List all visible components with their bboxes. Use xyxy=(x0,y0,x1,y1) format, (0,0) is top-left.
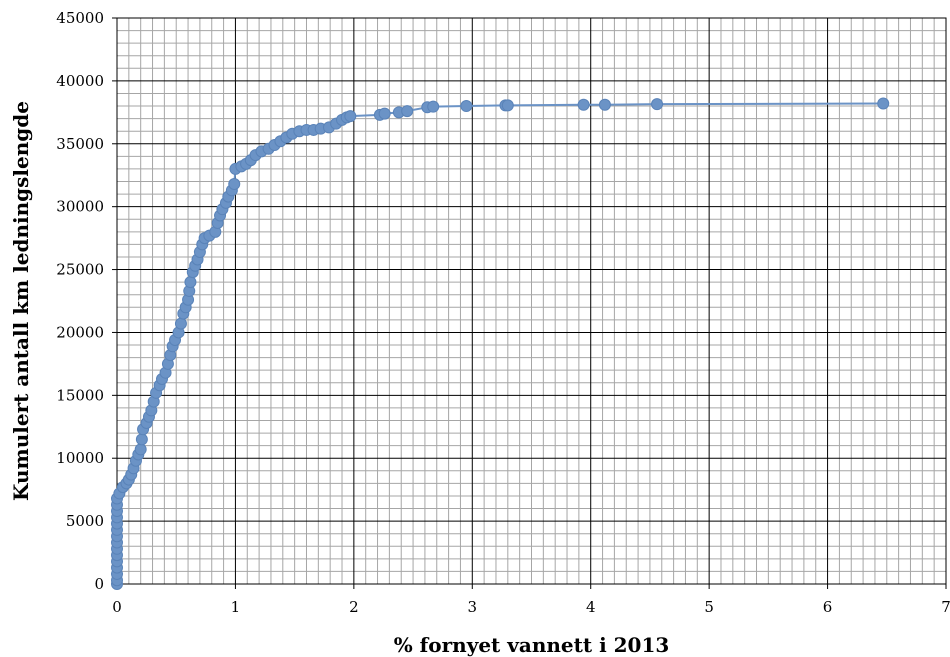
x-tick-label: 1 xyxy=(231,598,241,616)
y-axis-title: Kumulert antall km ledningslengde xyxy=(9,101,33,501)
plot-area-border xyxy=(116,17,947,585)
y-tick-label: 5000 xyxy=(66,512,104,530)
x-axis: 0 1 2 3 4 5 6 7 xyxy=(112,584,950,616)
data-point xyxy=(460,100,473,113)
minor-grid xyxy=(117,18,946,584)
data-point xyxy=(651,98,664,111)
x-tick-label: 2 xyxy=(349,598,359,616)
x-tick-label: 3 xyxy=(468,598,478,616)
y-tick-label: 45000 xyxy=(56,9,104,27)
data-point xyxy=(135,433,148,446)
y-tick-label: 0 xyxy=(94,575,104,593)
data-point xyxy=(577,98,590,111)
x-tick-label: 6 xyxy=(823,598,833,616)
x-tick-label: 5 xyxy=(704,598,714,616)
y-tick-label: 35000 xyxy=(56,135,104,153)
data-point xyxy=(184,276,197,289)
x-axis-title: % fornyet vannett i 2013 xyxy=(394,633,670,657)
y-tick-label: 20000 xyxy=(56,323,104,341)
data-point xyxy=(228,178,241,191)
y-tick-label: 25000 xyxy=(56,261,104,279)
data-point xyxy=(134,443,147,456)
data-point xyxy=(344,110,357,123)
series-points xyxy=(111,97,890,590)
data-point xyxy=(378,107,391,120)
y-tick-label: 10000 xyxy=(56,449,104,467)
x-tick-label: 4 xyxy=(586,598,596,616)
x-tick-label: 7 xyxy=(941,598,950,616)
data-point xyxy=(427,100,440,113)
data-point xyxy=(501,99,514,112)
data-point xyxy=(174,317,187,330)
data-point xyxy=(877,97,890,110)
y-tick-label: 15000 xyxy=(56,386,104,404)
y-tick-label: 40000 xyxy=(56,72,104,90)
y-tick-label: 30000 xyxy=(56,198,104,216)
major-grid xyxy=(116,17,947,585)
y-axis: 0 5000 10000 15000 20000 25000 30000 35000 40000… xyxy=(56,9,117,593)
x-tick-label: 0 xyxy=(112,598,122,616)
data-point xyxy=(598,98,611,111)
data-point xyxy=(401,105,414,118)
